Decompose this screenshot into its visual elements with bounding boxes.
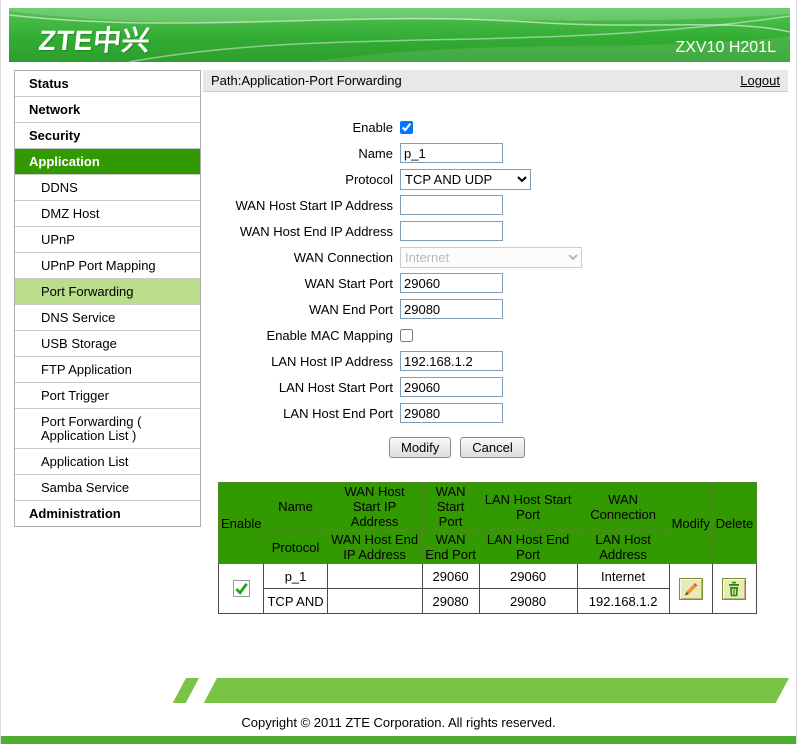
sidebar-item-network[interactable]: Network [15, 97, 200, 123]
name-input[interactable] [400, 143, 503, 163]
lan-host-ip-label: LAN Host IP Address [271, 353, 393, 369]
header-banner: ZTE中兴 ZXV10 H201L [9, 8, 790, 62]
rule-wan-end-port-cell: 29080 [421, 588, 480, 614]
col-header-lan-end-port: LAN Host End Port [478, 530, 578, 564]
device-model-label: ZXV10 H201L [675, 39, 776, 56]
col-header-wan-start-port: WAN Start Port [421, 482, 480, 531]
modify-button[interactable]: Modify [389, 437, 452, 458]
logout-link[interactable]: Logout [740, 73, 780, 88]
col-header-delete: Delete [711, 482, 757, 564]
sidebar-item-application[interactable]: Application [15, 149, 200, 175]
sidebar-item-port-forwarding[interactable]: Port Forwarding [15, 279, 200, 305]
sidebar-item-security[interactable]: Security [15, 123, 200, 149]
col-header-wan-end-port: WAN End Port [421, 530, 480, 564]
path-bar: Path:Application-Port Forwarding Logout [203, 70, 788, 92]
sidebar-item-port-forwarding-application-list[interactable]: Port Forwarding ( Application List ) [15, 409, 200, 449]
sidebar-item-application-list[interactable]: Application List [15, 449, 200, 475]
port-forwarding-form: Enable Name Protocol TCP AND UDP WAN Hos… [203, 117, 788, 458]
sidebar-item-upnp[interactable]: UPnP [15, 227, 200, 253]
lan-host-ip-input[interactable] [400, 351, 503, 371]
enable-checkbox[interactable] [400, 120, 413, 134]
sidebar-item-upnp-port-mapping[interactable]: UPnP Port Mapping [15, 253, 200, 279]
lan-host-end-port-label: LAN Host End Port [283, 405, 393, 421]
wan-start-port-input[interactable] [400, 273, 503, 293]
breadcrumb: Path:Application-Port Forwarding [211, 73, 402, 88]
col-header-name: Name [263, 482, 328, 531]
sidebar-item-port-trigger[interactable]: Port Trigger [15, 383, 200, 409]
enabled-check-icon [232, 580, 250, 598]
lan-host-end-port-input[interactable] [400, 403, 503, 423]
footer-band-stripe [172, 678, 199, 703]
wan-end-port-input[interactable] [400, 299, 503, 319]
wan-host-start-ip-label: WAN Host Start IP Address [235, 197, 394, 213]
port-forwarding-table: Enable Name WAN Host Start IP Address WA… [217, 482, 757, 614]
sidebar-item-dns-service[interactable]: DNS Service [15, 305, 200, 331]
banner-swoosh-graphic [9, 8, 790, 62]
col-header-protocol: Protocol [263, 530, 328, 564]
col-header-wan-end-ip: WAN Host End IP Address [326, 530, 423, 564]
footer-bottom-bar [1, 736, 796, 744]
name-label: Name [358, 145, 393, 161]
enable-mac-mapping-checkbox[interactable] [400, 328, 413, 342]
rule-wan-end-ip-cell [326, 588, 423, 614]
sidebar-item-status[interactable]: Status [15, 71, 200, 97]
zte-logo: ZTE中兴 [37, 25, 152, 56]
sidebar-item-usb-storage[interactable]: USB Storage [15, 331, 200, 357]
wan-start-port-label: WAN Start Port [304, 275, 393, 291]
rule-lan-end-port-cell: 29080 [478, 588, 578, 614]
delete-trash-icon[interactable] [722, 577, 747, 600]
wan-connection-label: WAN Connection [293, 249, 393, 265]
sidebar-item-administration[interactable]: Administration [29, 506, 121, 521]
col-header-lan-host-address: LAN Host Address [576, 530, 670, 564]
enable-mac-mapping-label: Enable MAC Mapping [266, 327, 393, 343]
col-header-wan-start-ip: WAN Host Start IP Address [326, 482, 423, 531]
wan-host-end-ip-label: WAN Host End IP Address [239, 223, 393, 239]
rule-delete-cell [711, 563, 757, 614]
wan-connection-select: Internet [400, 246, 582, 268]
col-header-enable: Enable [217, 482, 265, 564]
rule-wan-start-ip-cell [326, 563, 423, 589]
sidebar-item-dmz-host[interactable]: DMZ Host [15, 201, 200, 227]
protocol-label: Protocol [345, 171, 393, 187]
protocol-select[interactable]: TCP AND UDP [400, 168, 531, 190]
rule-lan-host-address-cell: 192.168.1.2 [576, 588, 670, 614]
rule-enabled-cell [217, 563, 265, 614]
cancel-button[interactable]: Cancel [460, 437, 525, 458]
table-row: TCP AND 29080 29080 192.168.1.2 [219, 588, 757, 614]
enable-label: Enable [352, 119, 393, 135]
rule-name-cell: p_1 [263, 563, 328, 589]
sidebar-nav: Status Network Security Application DDNS… [14, 70, 201, 527]
lan-host-start-port-label: LAN Host Start Port [278, 379, 393, 395]
rule-lan-start-port-cell: 29060 [478, 563, 578, 589]
col-header-lan-start-port: LAN Host Start Port [478, 482, 578, 531]
wan-host-start-ip-input[interactable] [400, 195, 503, 215]
copyright-text: Copyright © 2011 ZTE Corporation. All ri… [241, 715, 556, 730]
footer-band [203, 678, 789, 703]
rule-wan-start-port-cell: 29060 [421, 563, 480, 589]
sidebar-item-ddns[interactable]: DDNS [15, 175, 200, 201]
wan-end-port-label: WAN End Port [308, 301, 393, 317]
sidebar-item-ftp-application[interactable]: FTP Application [15, 357, 200, 383]
col-header-modify: Modify [668, 482, 713, 564]
rule-protocol-cell: TCP AND [263, 588, 328, 614]
table-row: p_1 29060 29060 Internet [217, 563, 757, 614]
rule-modify-cell [668, 563, 713, 614]
sidebar-item-samba-service[interactable]: Samba Service [15, 475, 200, 501]
lan-host-start-port-input[interactable] [400, 377, 503, 397]
col-header-wan-connection: WAN Connection [576, 482, 670, 531]
main-content: Path:Application-Port Forwarding Logout … [203, 70, 788, 670]
wan-host-end-ip-input[interactable] [400, 221, 503, 241]
modify-pencil-icon[interactable] [678, 577, 703, 600]
rule-wan-connection-cell: Internet [576, 563, 670, 589]
